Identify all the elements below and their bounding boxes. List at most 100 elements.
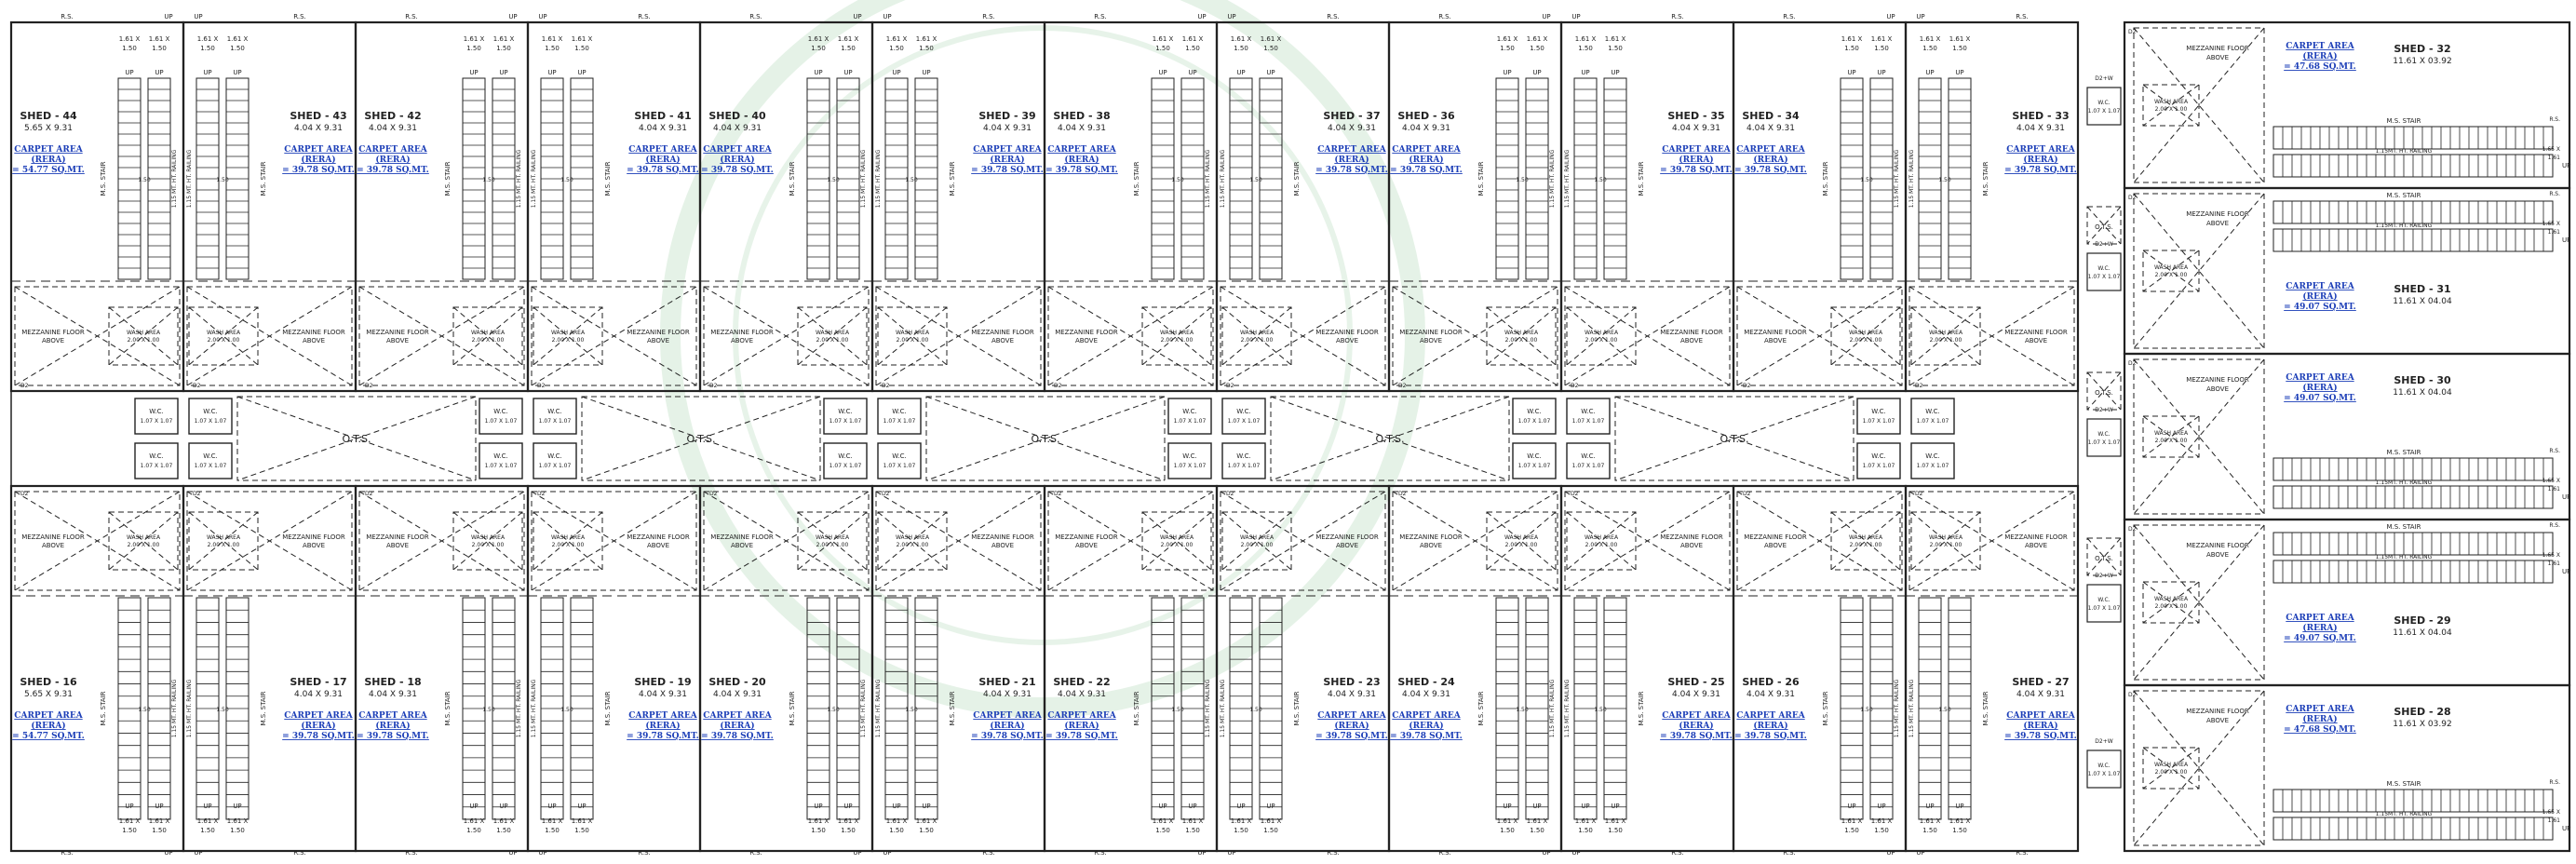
stair-treads [1495,597,1519,820]
void-outline [2086,371,2122,411]
stair-treads [836,77,860,280]
wash-area-dim: 2.00 X 1.00 [1161,337,1194,344]
up-label: UP [1188,803,1196,810]
landing-dim: 1.61 X [149,817,170,825]
landing-dim: 1.61 X [572,35,593,43]
carpet-area-value: = 39.78 SQ.MT. [357,166,429,175]
carpet-area-label: CARPET AREA [1736,711,1805,721]
wash-area-label: WASH AREA [1160,534,1194,541]
door-tag: D2 [2128,360,2137,367]
mezzanine-label: ABOVE [2206,551,2229,559]
carpet-area-rera: (RERA) [1334,721,1369,731]
void-outline [533,511,603,571]
wash-area [1566,306,1637,366]
landing-dim: 1.50 [1500,827,1515,834]
shed-unit: UP UP 1.61 X 1.50 1.61 X 1.50 1.15 MT. HT. RAI… [9,484,185,857]
wash-area-dim: 2.00 X 1.00 [1930,542,1962,548]
mezzanine-void [186,286,353,386]
carpet-area-label: CARPET AREA [973,711,1042,721]
void-diagonal [2133,690,2265,846]
void-diagonal [581,396,821,481]
void-outline [2142,250,2200,292]
mezzanine-label: MEZZANINE FLOOR [627,329,690,336]
wash-area-label: WASH AREA [1849,534,1883,541]
door-tag: D2+W [2095,75,2112,82]
mezzanine-void [1564,491,1731,591]
shed-title: SHED - 35 [1667,110,1724,122]
mezzanine-label: ABOVE [1680,337,1703,344]
void-outline [2142,415,2200,458]
rs-label: R.S. [2549,448,2560,454]
up-label: UP [883,849,891,857]
door-tag: D2 [1915,491,1923,497]
void-diagonal [533,306,603,366]
void-diagonal [2086,537,2122,576]
mezzanine-label: MEZZANINE FLOOR [282,329,345,336]
wash-area-label: WASH AREA [1240,534,1275,541]
void-outline [1221,511,1292,571]
stair-treads [117,77,142,280]
door-tag: D2 [537,491,546,497]
rs-label: R.S. [61,13,74,20]
void-diagonal [236,396,477,481]
wash-area-label: WASH AREA [1160,330,1194,336]
stair-width: 1.50 [1860,707,1873,713]
carpet-area-value: = 39.78 SQ.MT. [701,732,774,741]
landing-dim: 1.50 [1530,45,1544,52]
landing-dim: 1.61 X [1261,35,1282,43]
void-diagonal [2142,250,2200,292]
wc-dimension: 1.07 X 1.07 [829,463,862,469]
stair-width: 1.50 [216,707,229,713]
void-diagonal [2142,747,2200,790]
landing-dim: 1.50 [919,827,934,834]
up-label: UP [843,803,852,810]
carpet-area-value: = 39.78 SQ.MT. [627,166,699,175]
shed-title: SHED - 36 [1397,110,1455,122]
shed-title: SHED - 44 [20,110,77,122]
rs-label: R.S. [2549,779,2560,786]
wash-area-label: WASH AREA [816,330,850,336]
landing-dim: 1.61 X [1527,817,1548,825]
carpet-area-value: = 54.77 SQ.MT. [12,732,85,741]
void-outline [877,511,948,571]
rs-label: R.S. [1327,13,1340,20]
void-diagonal [2133,524,2265,681]
door-tag: D2 [2128,692,2137,698]
void-diagonal [877,306,948,366]
up-label: UP [203,69,211,76]
void-diagonal [452,511,523,571]
void-diagonal [188,306,259,366]
wc-dimension: 1.07 X 1.07 [2088,439,2121,446]
up-label: UP [1886,13,1895,20]
mezzanine-label: MEZZANINE FLOOR [2004,329,2068,336]
shed-dimension: 4.04 X 9.31 [1747,124,1795,133]
stair-treads [1948,77,1972,280]
wash-area [188,511,259,571]
ots-void [2086,371,2122,411]
stair-treads [570,77,594,280]
ots-label: O.T.S. [2095,223,2113,231]
railing-label: 1.15MT. HT. RAILING [2376,148,2433,155]
up-label: UP [155,803,163,810]
rs-label: R.S. [1327,849,1340,857]
void-diagonal [188,306,259,366]
void-outline [581,396,821,481]
wash-area [797,511,868,571]
void-diagonal [14,491,181,591]
shed-wall [1904,484,2080,853]
up-label: UP [538,849,546,857]
mezzanine-label: ABOVE [647,337,669,344]
carpet-area-label: CARPET AREA [284,711,353,721]
wash-area-dim: 2.00 X 1.00 [2155,438,2188,444]
void-outline [2086,206,2122,245]
carpet-area-value: = 49.07 SQ.MT. [2284,394,2356,403]
up-label: UP [164,13,172,20]
wash-area [1221,306,1292,366]
shed-unit: UP UP 1.61 X 1.50 1.61 X 1.50 1.15 MT. HT. RAI… [1904,13,2080,393]
shed-unit: UP UP 1.61 X 1.50 1.61 X 1.50 1.15 MT. HT. RAI… [1043,484,1219,857]
up-label: UP [892,69,900,76]
void-outline [1486,306,1557,366]
mezzanine-label: MEZZANINE FLOOR [1744,329,1807,336]
